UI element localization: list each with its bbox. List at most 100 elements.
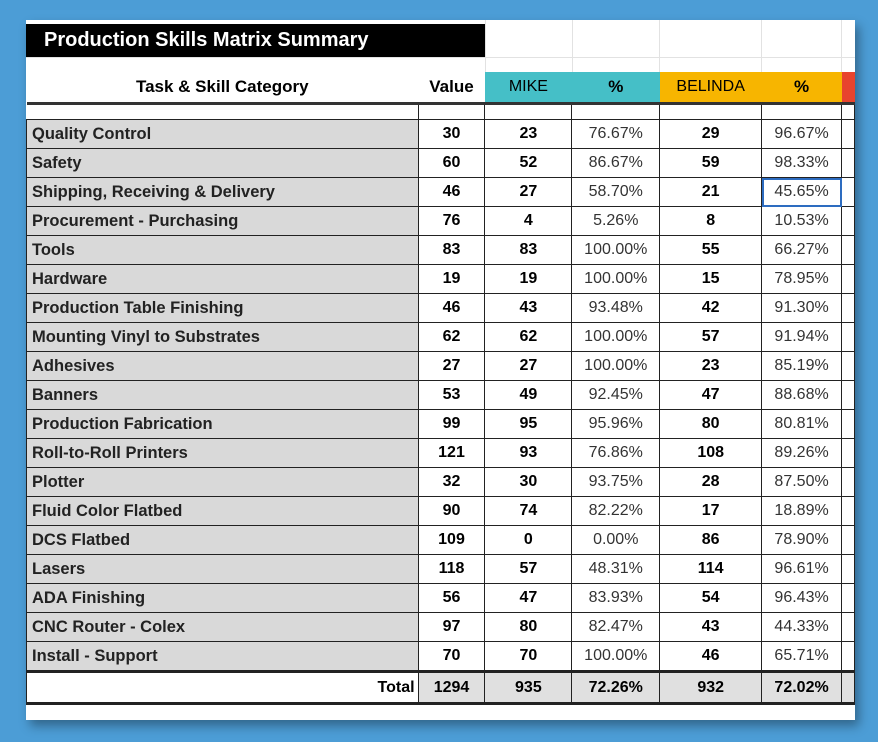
mike-pct-cell[interactable]: 48.31% bbox=[571, 554, 661, 584]
value-cell[interactable]: 83 bbox=[417, 235, 486, 265]
cell[interactable] bbox=[841, 409, 855, 439]
value-cell[interactable]: 118 bbox=[417, 554, 486, 584]
mike-pct-cell[interactable]: 100.00% bbox=[571, 641, 661, 672]
value-cell[interactable]: 62 bbox=[417, 322, 486, 352]
belinda-score-cell[interactable]: 55 bbox=[659, 235, 763, 265]
value-cell[interactable]: 99 bbox=[417, 409, 486, 439]
mike-pct-cell[interactable]: 100.00% bbox=[571, 322, 661, 352]
value-cell[interactable]: 56 bbox=[417, 583, 486, 613]
belinda-pct-cell[interactable]: 98.33% bbox=[761, 148, 843, 178]
mike-score-cell[interactable]: 52 bbox=[484, 148, 573, 178]
header-belinda-pct[interactable]: % bbox=[761, 72, 842, 105]
category-cell[interactable]: Hardware bbox=[26, 264, 419, 294]
category-cell[interactable]: Plotter bbox=[26, 467, 419, 497]
value-cell[interactable]: 109 bbox=[417, 525, 486, 555]
category-cell[interactable]: Fluid Color Flatbed bbox=[26, 496, 419, 526]
belinda-pct-cell[interactable]: 96.43% bbox=[761, 583, 843, 613]
mike-score-cell[interactable]: 70 bbox=[484, 641, 573, 672]
mike-pct-cell[interactable]: 92.45% bbox=[571, 380, 661, 410]
category-cell[interactable]: Procurement - Purchasing bbox=[26, 206, 419, 236]
header-next-person[interactable] bbox=[841, 72, 855, 105]
cell[interactable] bbox=[841, 351, 855, 381]
cell[interactable] bbox=[571, 103, 661, 120]
category-cell[interactable]: Quality Control bbox=[26, 119, 419, 149]
mike-pct-cell[interactable]: 93.75% bbox=[571, 467, 661, 497]
belinda-score-cell[interactable]: 23 bbox=[659, 351, 763, 381]
value-cell[interactable]: 46 bbox=[417, 293, 486, 323]
value-cell[interactable]: 53 bbox=[417, 380, 486, 410]
mike-score-cell[interactable]: 30 bbox=[484, 467, 573, 497]
belinda-pct-cell[interactable]: 88.68% bbox=[761, 380, 843, 410]
cell[interactable] bbox=[841, 438, 855, 468]
total-label[interactable]: Total bbox=[26, 670, 419, 705]
belinda-pct-cell[interactable]: 96.67% bbox=[761, 119, 843, 149]
belinda-pct-cell[interactable]: 66.27% bbox=[761, 235, 843, 265]
mike-pct-cell[interactable]: 100.00% bbox=[571, 351, 661, 381]
total-belinda[interactable]: 932 bbox=[659, 670, 763, 705]
mike-score-cell[interactable]: 80 bbox=[484, 612, 573, 642]
category-cell[interactable]: Install - Support bbox=[26, 641, 419, 672]
value-cell[interactable]: 97 bbox=[417, 612, 486, 642]
cell[interactable] bbox=[841, 206, 855, 236]
cell[interactable] bbox=[841, 525, 855, 555]
belinda-pct-cell[interactable]: 44.33% bbox=[761, 612, 843, 642]
mike-pct-cell[interactable]: 58.70% bbox=[571, 177, 661, 207]
value-cell[interactable]: 60 bbox=[417, 148, 486, 178]
cell[interactable] bbox=[841, 264, 855, 294]
mike-score-cell[interactable]: 49 bbox=[484, 380, 573, 410]
cell[interactable] bbox=[841, 235, 855, 265]
mike-pct-cell[interactable]: 82.47% bbox=[571, 612, 661, 642]
belinda-score-cell[interactable]: 47 bbox=[659, 380, 763, 410]
belinda-pct-cell[interactable]: 96.61% bbox=[761, 554, 843, 584]
category-cell[interactable]: Safety bbox=[26, 148, 419, 178]
mike-score-cell[interactable]: 74 bbox=[484, 496, 573, 526]
cell[interactable] bbox=[761, 103, 843, 120]
header-mike-pct[interactable]: % bbox=[571, 72, 660, 105]
belinda-score-cell[interactable]: 54 bbox=[659, 583, 763, 613]
header-value[interactable]: Value bbox=[418, 72, 485, 105]
mike-score-cell[interactable]: 57 bbox=[484, 554, 573, 584]
category-cell[interactable]: Production Table Finishing bbox=[26, 293, 419, 323]
value-cell[interactable]: 19 bbox=[417, 264, 486, 294]
mike-score-cell[interactable]: 27 bbox=[484, 351, 573, 381]
mike-pct-cell[interactable]: 95.96% bbox=[571, 409, 661, 439]
mike-pct-cell[interactable]: 5.26% bbox=[571, 206, 661, 236]
total-value[interactable]: 1294 bbox=[417, 670, 486, 705]
cell[interactable] bbox=[841, 670, 855, 705]
cell[interactable] bbox=[417, 103, 486, 120]
belinda-score-cell[interactable]: 46 bbox=[659, 641, 763, 672]
mike-score-cell[interactable]: 83 bbox=[484, 235, 573, 265]
belinda-score-cell[interactable]: 59 bbox=[659, 148, 763, 178]
mike-score-cell[interactable]: 0 bbox=[484, 525, 573, 555]
belinda-score-cell[interactable]: 114 bbox=[659, 554, 763, 584]
belinda-score-cell[interactable]: 57 bbox=[659, 322, 763, 352]
category-cell[interactable]: Tools bbox=[26, 235, 419, 265]
mike-pct-cell[interactable]: 93.48% bbox=[571, 293, 661, 323]
category-cell[interactable]: Lasers bbox=[26, 554, 419, 584]
cell[interactable] bbox=[659, 103, 763, 120]
belinda-score-cell[interactable]: 17 bbox=[659, 496, 763, 526]
value-cell[interactable]: 70 bbox=[417, 641, 486, 672]
belinda-pct-cell[interactable]: 91.30% bbox=[761, 293, 843, 323]
header-belinda[interactable]: BELINDA bbox=[659, 72, 762, 105]
belinda-pct-cell[interactable]: 78.95% bbox=[761, 264, 843, 294]
belinda-pct-cell[interactable]: 78.90% bbox=[761, 525, 843, 555]
cell[interactable] bbox=[841, 103, 855, 120]
category-cell[interactable]: DCS Flatbed bbox=[26, 525, 419, 555]
mike-score-cell[interactable]: 4 bbox=[484, 206, 573, 236]
belinda-score-cell[interactable]: 43 bbox=[659, 612, 763, 642]
belinda-pct-cell[interactable]: 10.53% bbox=[761, 206, 843, 236]
belinda-score-cell[interactable]: 28 bbox=[659, 467, 763, 497]
spreadsheet[interactable]: Production Skills Matrix Summary Task & … bbox=[26, 20, 855, 720]
value-cell[interactable]: 30 bbox=[417, 119, 486, 149]
total-belinda-pct[interactable]: 72.02% bbox=[761, 670, 843, 705]
belinda-score-cell[interactable]: 108 bbox=[659, 438, 763, 468]
category-cell[interactable]: CNC Router - Colex bbox=[26, 612, 419, 642]
mike-pct-cell[interactable]: 100.00% bbox=[571, 235, 661, 265]
belinda-score-cell[interactable]: 80 bbox=[659, 409, 763, 439]
cell[interactable] bbox=[841, 467, 855, 497]
cell[interactable] bbox=[841, 612, 855, 642]
category-cell[interactable]: Shipping, Receiving & Delivery bbox=[26, 177, 419, 207]
belinda-score-cell[interactable]: 21 bbox=[659, 177, 763, 207]
belinda-pct-cell[interactable]: 65.71% bbox=[761, 641, 843, 672]
